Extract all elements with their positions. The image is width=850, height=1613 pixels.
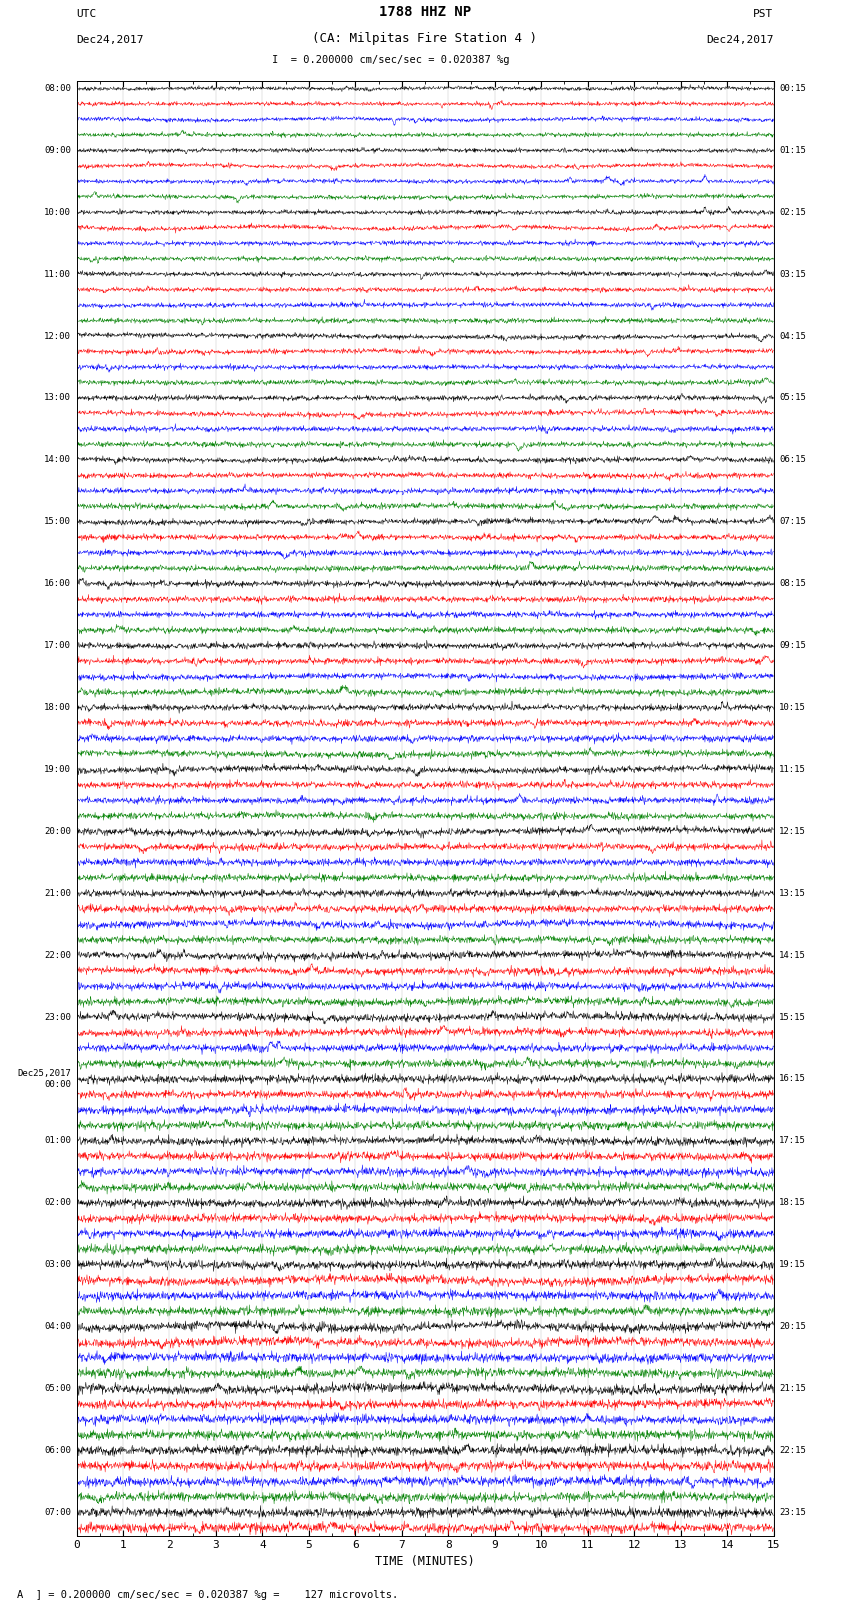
Text: 17:15: 17:15 xyxy=(779,1137,806,1145)
Text: 20:15: 20:15 xyxy=(779,1323,806,1331)
Text: 21:00: 21:00 xyxy=(44,889,71,898)
Text: 17:00: 17:00 xyxy=(44,640,71,650)
Text: I  = 0.200000 cm/sec/sec = 0.020387 %g: I = 0.200000 cm/sec/sec = 0.020387 %g xyxy=(272,55,510,65)
Text: UTC: UTC xyxy=(76,10,97,19)
Text: 22:15: 22:15 xyxy=(779,1445,806,1455)
Text: 07:00: 07:00 xyxy=(44,1508,71,1516)
Text: PST: PST xyxy=(753,10,774,19)
Text: 00:15: 00:15 xyxy=(779,84,806,94)
Text: 16:15: 16:15 xyxy=(779,1074,806,1084)
Text: 04:00: 04:00 xyxy=(44,1323,71,1331)
Text: 19:15: 19:15 xyxy=(779,1260,806,1269)
Text: 10:00: 10:00 xyxy=(44,208,71,216)
Text: 22:00: 22:00 xyxy=(44,950,71,960)
Text: 08:15: 08:15 xyxy=(779,579,806,589)
Text: 23:00: 23:00 xyxy=(44,1013,71,1021)
Text: 01:00: 01:00 xyxy=(44,1137,71,1145)
Text: 23:15: 23:15 xyxy=(779,1508,806,1516)
Text: 01:15: 01:15 xyxy=(779,145,806,155)
Text: 06:00: 06:00 xyxy=(44,1445,71,1455)
Text: 07:15: 07:15 xyxy=(779,518,806,526)
Text: 1788 HHZ NP: 1788 HHZ NP xyxy=(379,5,471,19)
Text: 12:00: 12:00 xyxy=(44,332,71,340)
Text: 06:15: 06:15 xyxy=(779,455,806,465)
Text: 08:00: 08:00 xyxy=(44,84,71,94)
Text: 14:15: 14:15 xyxy=(779,950,806,960)
Text: A  ] = 0.200000 cm/sec/sec = 0.020387 %g =    127 microvolts.: A ] = 0.200000 cm/sec/sec = 0.020387 %g … xyxy=(17,1590,399,1600)
Text: 05:15: 05:15 xyxy=(779,394,806,403)
Text: 16:00: 16:00 xyxy=(44,579,71,589)
X-axis label: TIME (MINUTES): TIME (MINUTES) xyxy=(375,1555,475,1568)
Text: 11:00: 11:00 xyxy=(44,269,71,279)
Text: 19:00: 19:00 xyxy=(44,765,71,774)
Text: 09:00: 09:00 xyxy=(44,145,71,155)
Text: 20:00: 20:00 xyxy=(44,827,71,836)
Text: 02:15: 02:15 xyxy=(779,208,806,216)
Text: (CA: Milpitas Fire Station 4 ): (CA: Milpitas Fire Station 4 ) xyxy=(313,32,537,45)
Text: 14:00: 14:00 xyxy=(44,455,71,465)
Text: 10:15: 10:15 xyxy=(779,703,806,711)
Text: 03:00: 03:00 xyxy=(44,1260,71,1269)
Text: 18:00: 18:00 xyxy=(44,703,71,711)
Text: 15:15: 15:15 xyxy=(779,1013,806,1021)
Text: 18:15: 18:15 xyxy=(779,1198,806,1207)
Text: 15:00: 15:00 xyxy=(44,518,71,526)
Text: 05:00: 05:00 xyxy=(44,1384,71,1394)
Text: 11:15: 11:15 xyxy=(779,765,806,774)
Text: 02:00: 02:00 xyxy=(44,1198,71,1207)
Text: 03:15: 03:15 xyxy=(779,269,806,279)
Text: 09:15: 09:15 xyxy=(779,640,806,650)
Text: Dec25,2017
00:00: Dec25,2017 00:00 xyxy=(17,1069,71,1089)
Text: Dec24,2017: Dec24,2017 xyxy=(706,35,774,45)
Text: 13:00: 13:00 xyxy=(44,394,71,403)
Text: 04:15: 04:15 xyxy=(779,332,806,340)
Text: 21:15: 21:15 xyxy=(779,1384,806,1394)
Text: Dec24,2017: Dec24,2017 xyxy=(76,35,144,45)
Text: 12:15: 12:15 xyxy=(779,827,806,836)
Text: 13:15: 13:15 xyxy=(779,889,806,898)
